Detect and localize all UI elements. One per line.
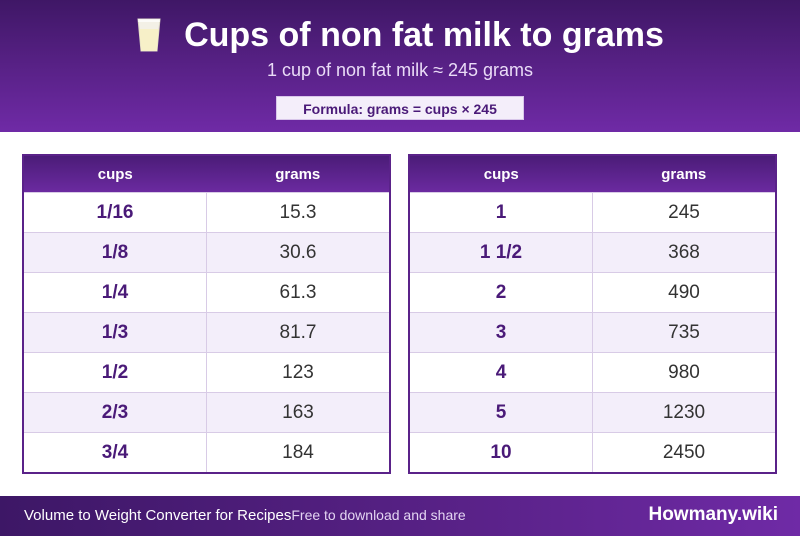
title-text: Cups of non fat milk to grams: [184, 15, 664, 54]
footer-caption: Volume to Weight Converter for Recipes: [24, 507, 292, 524]
grams-cell: 184: [206, 432, 390, 473]
column-header-cups: cups: [409, 155, 593, 193]
footer-note: Free to download and share: [291, 507, 466, 523]
grams-cell: 61.3: [206, 272, 390, 313]
cups-cell: 4: [409, 352, 593, 393]
cups-cell: 1/4: [23, 272, 207, 313]
table-row: 10 2450: [409, 432, 776, 473]
table-row: 5 1230: [409, 392, 776, 433]
column-header-cups: cups: [23, 155, 207, 193]
table-row: 4 980: [409, 352, 776, 393]
grams-cell: 30.6: [206, 232, 390, 273]
cups-cell: 2: [409, 272, 593, 313]
table-row: 1/4 61.3: [23, 272, 390, 313]
column-header-grams: grams: [206, 155, 390, 193]
grams-cell: 15.3: [206, 191, 390, 233]
grams-cell: 81.7: [206, 312, 390, 353]
cups-cell: 1: [409, 191, 593, 233]
table-row: 3/4 184: [23, 432, 390, 473]
cups-cell: 1/8: [23, 232, 207, 273]
cups-cell: 10: [409, 432, 593, 473]
footer: Volume to Weight Converter for RecipesFr…: [0, 496, 800, 536]
table-header-row: cups grams: [409, 155, 776, 193]
grams-cell: 163: [206, 392, 390, 433]
subtitle: 1 cup of non fat milk ≈ 245 grams: [266, 60, 533, 80]
grams-cell: 2450: [592, 432, 776, 473]
page-title: Cups of non fat milk to grams: [0, 14, 800, 56]
grams-cell: 123: [206, 352, 390, 393]
cups-cell: 3: [409, 312, 593, 353]
table-row: 2/3 163: [23, 392, 390, 433]
grams-cell: 490: [592, 272, 776, 313]
formula-box: Formula: grams = cups × 245: [276, 96, 524, 120]
cups-cell: 3/4: [23, 432, 207, 473]
table-row: 1 245: [409, 191, 776, 233]
grams-cell: 735: [592, 312, 776, 353]
cups-cell: 1/16: [23, 191, 207, 233]
cups-cell: 1 1/2: [409, 232, 593, 273]
table-row: 1/16 15.3: [23, 191, 390, 233]
cups-cell: 5: [409, 392, 593, 433]
table-row: 1/2 123: [23, 352, 390, 393]
grams-cell: 980: [592, 352, 776, 393]
table-row: 1 1/2 368: [409, 232, 776, 273]
table-row: 1/8 30.6: [23, 232, 390, 273]
cups-cell: 1/2: [23, 352, 207, 393]
table-row: 1/3 81.7: [23, 312, 390, 353]
cups-cell: 1/3: [23, 312, 207, 353]
conversion-table-right: cups grams 1 245 1 1/2 368 2 490 3 735 4…: [408, 154, 777, 474]
table-header-row: cups grams: [23, 155, 390, 193]
table-row: 2 490: [409, 272, 776, 313]
column-header-grams: grams: [592, 155, 776, 193]
brand-logo[interactable]: Howmany.wiki: [648, 504, 778, 525]
header: Cups of non fat milk to grams 1 cup of n…: [0, 0, 800, 132]
milk-glass-icon: [137, 18, 161, 52]
grams-cell: 245: [592, 191, 776, 233]
cups-cell: 2/3: [23, 392, 207, 433]
conversion-table-left: cups grams 1/16 15.3 1/8 30.6 1/4 61.3 1…: [22, 154, 391, 474]
footer-text: Volume to Weight Converter for RecipesFr…: [24, 507, 466, 524]
table-row: 3 735: [409, 312, 776, 353]
grams-cell: 368: [592, 232, 776, 273]
grams-cell: 1230: [592, 392, 776, 433]
